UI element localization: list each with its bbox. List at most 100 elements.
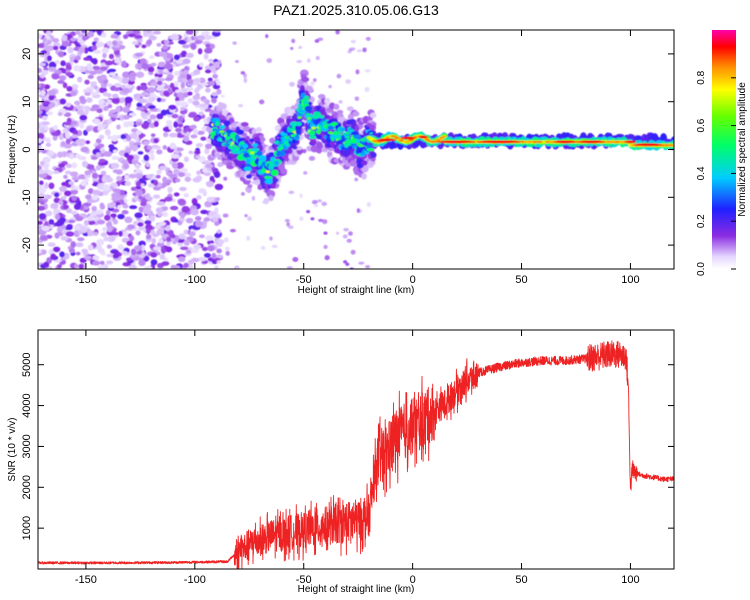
spectrogram-cell — [83, 255, 92, 260]
spectrogram-cell — [187, 91, 193, 96]
spectrogram-cell — [364, 86, 370, 93]
spectrogram-cell — [215, 197, 221, 202]
snr-y-label: SNR (10 * v/v) — [7, 418, 18, 482]
spectrogram-cell — [153, 179, 159, 186]
spectrogram-cell — [198, 111, 204, 116]
spectrogram-cell — [271, 244, 278, 249]
spectrogram-cell — [98, 134, 105, 140]
spectrogram-cell — [356, 49, 363, 53]
spectrogram-cell — [183, 156, 189, 163]
spectrogram-cell — [336, 109, 344, 115]
colorbar-ticks: 0.0 0.2 0.4 0.6 0.8 — [696, 70, 736, 276]
spectrogram-cell — [53, 124, 59, 131]
spectrogram-cell — [343, 228, 349, 232]
spectrogram-y-label: Frequency (Hz) — [7, 115, 18, 184]
spectrogram-cell — [365, 36, 371, 41]
spectrogram-cell — [60, 60, 66, 67]
spectrogram-cell — [70, 171, 79, 177]
spectrogram-cell — [140, 85, 148, 91]
spectrogram-cell — [245, 174, 253, 179]
spectrogram-cell — [186, 80, 194, 85]
spectrogram-cell — [204, 69, 212, 74]
snr-xtick-label: -50 — [296, 574, 312, 586]
spectrogram-cell — [100, 232, 107, 237]
spectrogram-cell — [168, 132, 178, 138]
spectrogram-cell — [129, 205, 138, 210]
spectrogram-cell — [87, 244, 94, 251]
spectrogram-cell — [162, 68, 168, 74]
spectrogram-cell — [108, 68, 117, 73]
spectrogram-cell — [203, 53, 209, 60]
spectrogram-cell — [203, 217, 211, 222]
spectrogram-cell — [181, 44, 190, 49]
spectrogram-cell — [38, 62, 46, 67]
spectrogram-cell — [157, 221, 167, 227]
spectrogram-ytick-label: 0 — [21, 146, 33, 152]
spectrogram-cell — [40, 89, 46, 96]
spectrogram-cell — [56, 264, 62, 269]
spectrogram-cell — [288, 225, 294, 229]
spectrogram-cell — [187, 98, 194, 104]
spectrogram-cell — [73, 100, 81, 106]
spectrogram-cell — [138, 226, 145, 231]
spectrogram-cell — [247, 216, 252, 221]
spectrogram-cell — [173, 70, 181, 77]
spectrogram-cell — [53, 246, 61, 253]
spectrogram-cell — [134, 34, 143, 39]
spectrogram-cell — [183, 262, 189, 268]
spectrogram-cell — [112, 253, 119, 259]
spectrogram-cell — [246, 235, 250, 241]
spectrogram-cell — [73, 263, 79, 269]
spectrogram-cell — [38, 109, 43, 115]
spectrogram-cell — [111, 93, 119, 99]
spectrogram-cell — [135, 71, 145, 78]
spectrogram-ytick-label: -10 — [21, 189, 33, 205]
spectrogram-cell — [85, 126, 92, 132]
spectrogram-cell — [62, 195, 67, 200]
spectrogram-cell — [123, 34, 129, 40]
spectrogram-cell — [147, 118, 152, 123]
spectrogram-cell — [324, 97, 331, 105]
spectrogram-cell — [180, 213, 185, 219]
spectrogram-cell — [252, 143, 259, 147]
spectrogram-cell — [38, 225, 43, 230]
spectrogram-cell — [120, 84, 126, 90]
spectrogram-cell — [156, 169, 162, 175]
spectrogram-cell — [177, 78, 184, 83]
spectrogram-cell — [220, 94, 225, 98]
spectrogram-cell — [171, 113, 179, 119]
snr-ytick-label: 5000 — [21, 352, 33, 376]
spectrogram-cell — [226, 165, 235, 170]
spectrogram-cell — [79, 95, 86, 102]
spectrogram-cell — [120, 134, 126, 140]
spectrogram-cell — [126, 224, 136, 230]
spectrogram-cell — [135, 180, 141, 188]
spectrogram-cell — [252, 155, 257, 159]
spectrogram-cell — [87, 31, 95, 38]
spectrogram-cell — [200, 209, 208, 215]
spectrogram-cell — [376, 138, 397, 142]
spectrogram-cell — [193, 77, 202, 83]
spectrogram-cell — [111, 97, 120, 104]
spectrogram-cell — [193, 36, 198, 41]
spectrogram-cell — [38, 83, 42, 89]
spectrogram-cell — [126, 257, 133, 262]
spectrogram-cell — [70, 241, 77, 248]
spectrogram-cell — [198, 155, 206, 163]
spectrogram-cell — [212, 30, 222, 33]
spectrogram-cell — [319, 115, 325, 119]
spectrogram-cell — [39, 180, 44, 186]
spectrogram-cell — [87, 215, 94, 222]
spectrogram-cell — [153, 246, 162, 251]
spectrogram-cell — [177, 198, 186, 205]
spectrogram-cell — [38, 122, 41, 129]
spectrogram-cell — [313, 111, 321, 118]
spectrogram-cell — [190, 248, 200, 254]
spectrogram-cell — [289, 46, 294, 51]
spectrogram-cell — [50, 253, 57, 260]
spectrogram-cell — [366, 148, 375, 152]
spectrogram-cell — [53, 208, 61, 215]
spectrogram-cell — [106, 40, 113, 47]
spectrogram-cell — [156, 113, 164, 120]
spectrogram-cell — [125, 147, 131, 153]
